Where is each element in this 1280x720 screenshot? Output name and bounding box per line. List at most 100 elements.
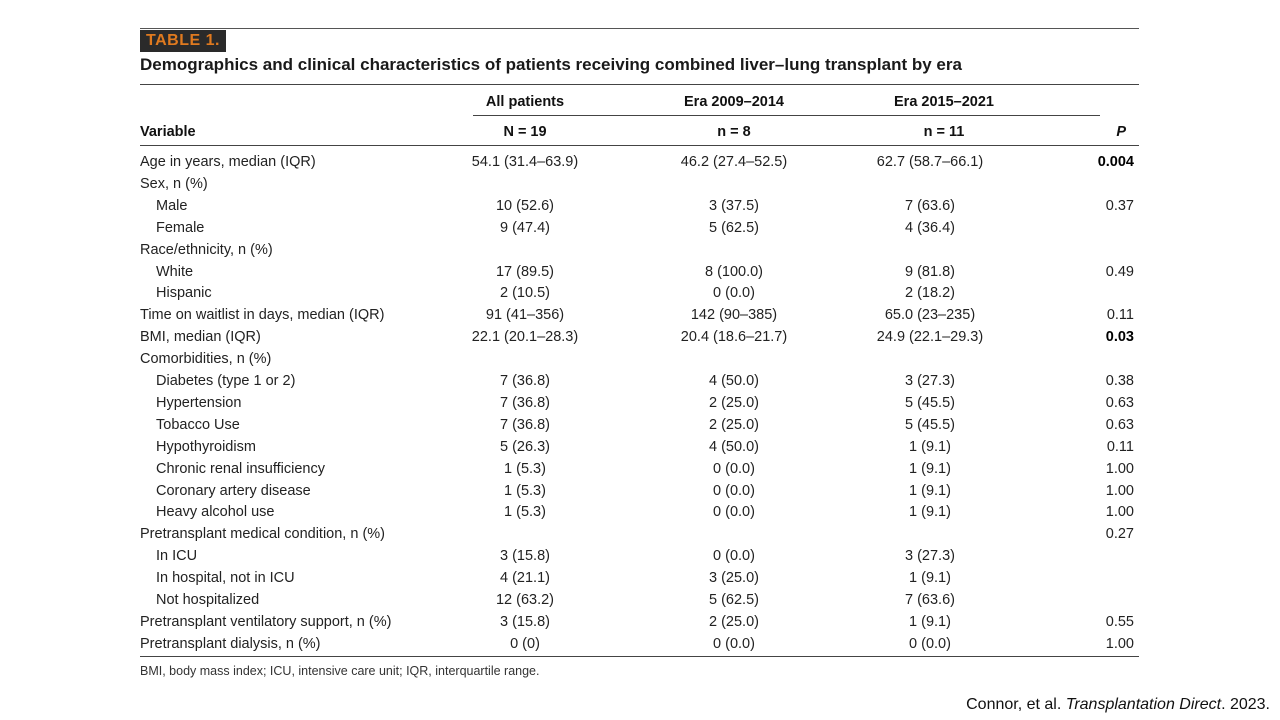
row-label: BMI, median (IQR)	[140, 329, 261, 346]
cell-all-patients: 7 (36.8)	[500, 373, 550, 389]
cell-all-patients: 0 (0)	[510, 635, 540, 652]
row-label: Hypertension	[156, 394, 242, 411]
row-label: Pretransplant ventilatory support, n (%)	[140, 613, 392, 630]
cell-all-patients: 12 (63.2)	[495, 592, 555, 608]
cell-all-patients: 7 (36.8)	[500, 394, 550, 411]
cell-era-2009-2014: 46.2 (27.4–52.5)	[680, 154, 788, 170]
cell-p-value: 1.00	[1105, 504, 1134, 521]
cell-all-patients: 1 (5.3)	[504, 504, 546, 521]
cell-era-2015-2021: 1 (9.1)	[909, 482, 951, 499]
row-label: Female	[156, 219, 205, 236]
cell-era-2009-2014: 0 (0.0)	[713, 548, 755, 565]
cell-era-2009-2014: 0 (0.0)	[713, 285, 755, 302]
cell-era-2015-2021: 5 (45.5)	[905, 394, 955, 411]
cell-era-2015-2021: 9 (81.8)	[905, 263, 955, 280]
row-label: White	[156, 263, 194, 280]
cell-all-patients: 54.1 (31.4–63.9)	[471, 154, 579, 170]
cell-era-2009-2014: 0 (0.0)	[713, 460, 755, 477]
cell-era-2009-2014: 0 (0.0)	[713, 635, 755, 652]
header-all-patients-n: N = 19	[503, 124, 547, 140]
cell-all-patients: 9 (47.4)	[500, 219, 550, 236]
cell-era-2015-2021: 7 (63.6)	[905, 592, 955, 608]
cell-all-patients: 4 (21.1)	[500, 570, 550, 587]
row-label: Time on waitlist in days, median (IQR)	[140, 307, 385, 324]
citation-journal: Transplantation Direct	[1065, 696, 1222, 713]
cell-era-2009-2014: 2 (25.0)	[709, 394, 759, 411]
cell-era-2009-2014: 3 (37.5)	[709, 197, 759, 214]
row-label: Heavy alcohol use	[156, 504, 275, 521]
row-label: Tobacco Use	[156, 416, 240, 433]
cell-era-2015-2021: 4 (36.4)	[905, 219, 955, 236]
cell-era-2009-2014: 5 (62.5)	[709, 219, 759, 236]
row-label: Race/ethnicity, n (%)	[140, 241, 273, 258]
cell-era-2009-2014: 4 (50.0)	[709, 373, 759, 389]
cell-era-2009-2014: 3 (25.0)	[709, 570, 759, 587]
cell-era-2009-2014: 2 (25.0)	[709, 416, 759, 433]
cell-all-patients: 7 (36.8)	[500, 416, 550, 433]
bottom-rule	[140, 656, 1139, 657]
cell-all-patients: 10 (52.6)	[495, 197, 555, 214]
cell-era-2015-2021: 1 (9.1)	[909, 613, 951, 630]
header-era-2009-2014: Era 2009–2014	[684, 94, 784, 110]
row-label: Hypothyroidism	[156, 438, 256, 455]
cell-p-value: 0.55	[1105, 613, 1134, 630]
citation-authors: Connor, et al.	[966, 696, 1066, 713]
citation: Connor, et al. Transplantation Direct. 2…	[966, 696, 1270, 714]
cell-era-2009-2014: 20.4 (18.6–21.7)	[680, 329, 788, 346]
cell-era-2015-2021: 3 (27.3)	[905, 548, 955, 565]
table-footnote: BMI, body mass index; ICU, intensive car…	[140, 664, 540, 678]
cell-p-value: 1.00	[1105, 482, 1134, 499]
cell-p-value: 0.63	[1105, 394, 1134, 411]
header-all-patients: All patients	[485, 94, 565, 110]
title-rule	[140, 84, 1139, 85]
cell-era-2015-2021: 1 (9.1)	[909, 460, 951, 477]
row-label: Coronary artery disease	[156, 482, 311, 499]
cell-era-2015-2021: 0 (0.0)	[909, 635, 951, 652]
cell-era-2009-2014: 2 (25.0)	[709, 613, 759, 630]
cell-p-value: 0.11	[1106, 307, 1134, 324]
row-label: In hospital, not in ICU	[156, 570, 295, 587]
header-era-2015-2021: Era 2015–2021	[894, 94, 994, 110]
cell-era-2009-2014: 0 (0.0)	[713, 482, 755, 499]
cell-era-2015-2021: 62.7 (58.7–66.1)	[876, 154, 984, 170]
cell-era-2015-2021: 2 (18.2)	[905, 285, 955, 302]
header-span-rule	[473, 115, 1100, 116]
header-p-value: P	[1116, 124, 1126, 140]
header-era1-n: n = 8	[717, 124, 751, 140]
cell-p-value: 0.37	[1105, 197, 1134, 214]
cell-all-patients: 3 (15.8)	[500, 548, 550, 565]
table-label: TABLE 1.	[140, 30, 226, 52]
cell-all-patients: 2 (10.5)	[500, 285, 550, 302]
cell-era-2015-2021: 65.0 (23–235)	[884, 307, 976, 324]
top-rule	[140, 28, 1139, 29]
row-label: Not hospitalized	[156, 592, 260, 608]
row-label: Pretransplant dialysis, n (%)	[140, 635, 321, 652]
cell-era-2009-2014: 142 (90–385)	[690, 307, 778, 324]
cell-p-value: 0.49	[1105, 263, 1134, 280]
header-variable: Variable	[140, 124, 196, 140]
cell-all-patients: 17 (89.5)	[495, 263, 555, 280]
row-label: Male	[156, 197, 188, 214]
cell-all-patients: 1 (5.3)	[504, 482, 546, 499]
cell-p-value: 0.004	[1097, 154, 1134, 170]
cell-all-patients: 5 (26.3)	[500, 438, 550, 455]
row-label: Chronic renal insufficiency	[156, 460, 325, 477]
cell-p-value: 0.27	[1105, 526, 1134, 543]
cell-all-patients: 1 (5.3)	[504, 460, 546, 477]
table-title: Demographics and clinical characteristic…	[140, 55, 962, 74]
cell-era-2009-2014: 8 (100.0)	[704, 263, 764, 280]
cell-all-patients: 22.1 (20.1–28.3)	[471, 329, 579, 346]
cell-era-2015-2021: 1 (9.1)	[909, 504, 951, 521]
cell-p-value: 1.00	[1105, 460, 1134, 477]
cell-all-patients: 3 (15.8)	[500, 613, 550, 630]
cell-era-2015-2021: 1 (9.1)	[909, 438, 951, 455]
row-label: Sex, n (%)	[140, 175, 208, 192]
header-era2-n: n = 11	[923, 124, 965, 140]
cell-era-2009-2014: 4 (50.0)	[709, 438, 759, 455]
cell-p-value: 0.38	[1105, 373, 1134, 389]
cell-all-patients: 91 (41–356)	[485, 307, 565, 324]
cell-era-2009-2014: 5 (62.5)	[709, 592, 759, 608]
citation-year: . 2023.	[1221, 696, 1270, 713]
header-rule	[140, 145, 1139, 146]
cell-era-2015-2021: 3 (27.3)	[905, 373, 955, 389]
